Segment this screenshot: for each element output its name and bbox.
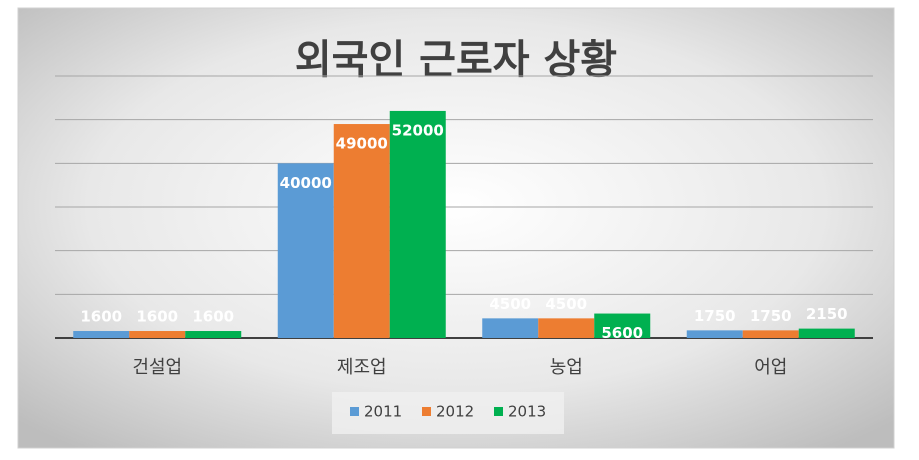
x-tick-label: 제조업	[337, 357, 387, 378]
bar	[333, 124, 390, 339]
data-label: 52000	[392, 121, 444, 139]
bar	[594, 313, 651, 338]
bar	[482, 318, 539, 338]
legend-swatch	[350, 407, 359, 416]
data-label: 40000	[280, 174, 332, 192]
bar	[538, 318, 595, 338]
data-label: 1750	[750, 307, 792, 325]
bar	[686, 330, 743, 338]
legend-label: 2011	[364, 403, 402, 421]
bar	[277, 163, 334, 338]
bar	[73, 331, 130, 338]
legend-swatch	[494, 407, 503, 416]
x-tick-label: 어업	[754, 357, 787, 378]
data-label: 2150	[806, 305, 848, 323]
data-label: 49000	[336, 135, 388, 153]
data-label: 1600	[192, 308, 234, 326]
bar	[742, 330, 799, 338]
bar	[185, 331, 242, 338]
bar	[129, 331, 186, 338]
bar	[389, 110, 446, 338]
bar	[798, 328, 855, 338]
legend-label: 2012	[436, 403, 474, 421]
data-label: 1600	[80, 308, 122, 326]
data-label: 1750	[694, 307, 736, 325]
data-label: 4500	[545, 295, 587, 313]
legend-label: 2013	[508, 403, 546, 421]
data-label: 4500	[489, 295, 531, 313]
legend-box	[332, 392, 564, 434]
x-tick-label: 농업	[550, 357, 583, 378]
legend-swatch	[422, 407, 431, 416]
chart-title: 외국인 근로자 상황	[295, 37, 617, 83]
x-tick-label: 건설업	[132, 357, 182, 378]
data-label: 1600	[136, 308, 178, 326]
data-label: 5600	[601, 324, 643, 342]
chart-background	[17, 7, 895, 449]
